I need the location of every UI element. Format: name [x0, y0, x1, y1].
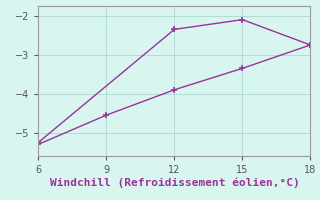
X-axis label: Windchill (Refroidissement éolien,°C): Windchill (Refroidissement éolien,°C): [50, 178, 299, 188]
